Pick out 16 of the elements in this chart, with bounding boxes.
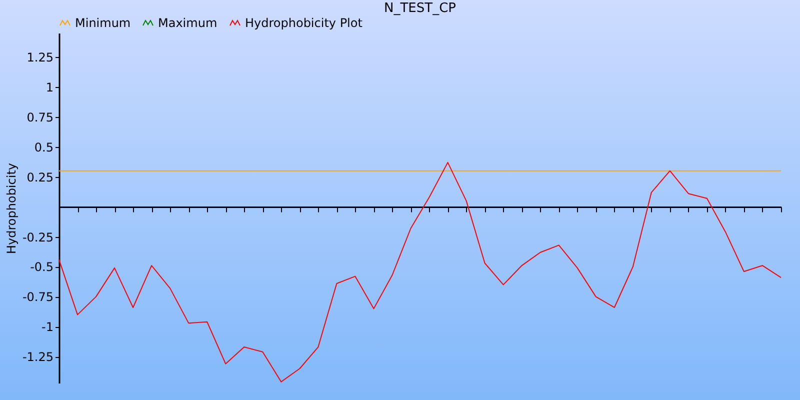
y-tick-label: -0.75 — [22, 290, 54, 304]
y-tick-label: 1 — [46, 80, 54, 94]
y-tick-label: 1.25 — [26, 50, 54, 64]
legend-label: Hydrophobicity Plot — [245, 16, 363, 30]
y-tick-label: 0.5 — [34, 140, 54, 154]
y-tick-label: -0.5 — [30, 260, 54, 274]
y-axis-title: Hydrophobicity — [4, 162, 18, 254]
y-tick-label: -1.25 — [22, 350, 54, 364]
legend-label: Minimum — [75, 16, 131, 30]
line-series — [58, 162, 782, 382]
y-tick-label: -0.25 — [22, 230, 54, 244]
y-tick-label: 0.25 — [26, 170, 54, 184]
y-tick-label: -1 — [42, 320, 54, 334]
chart-title: N_TEST_CP — [384, 1, 456, 16]
y-tick-label: 0.75 — [26, 110, 54, 124]
legend-label: Maximum — [158, 16, 218, 30]
